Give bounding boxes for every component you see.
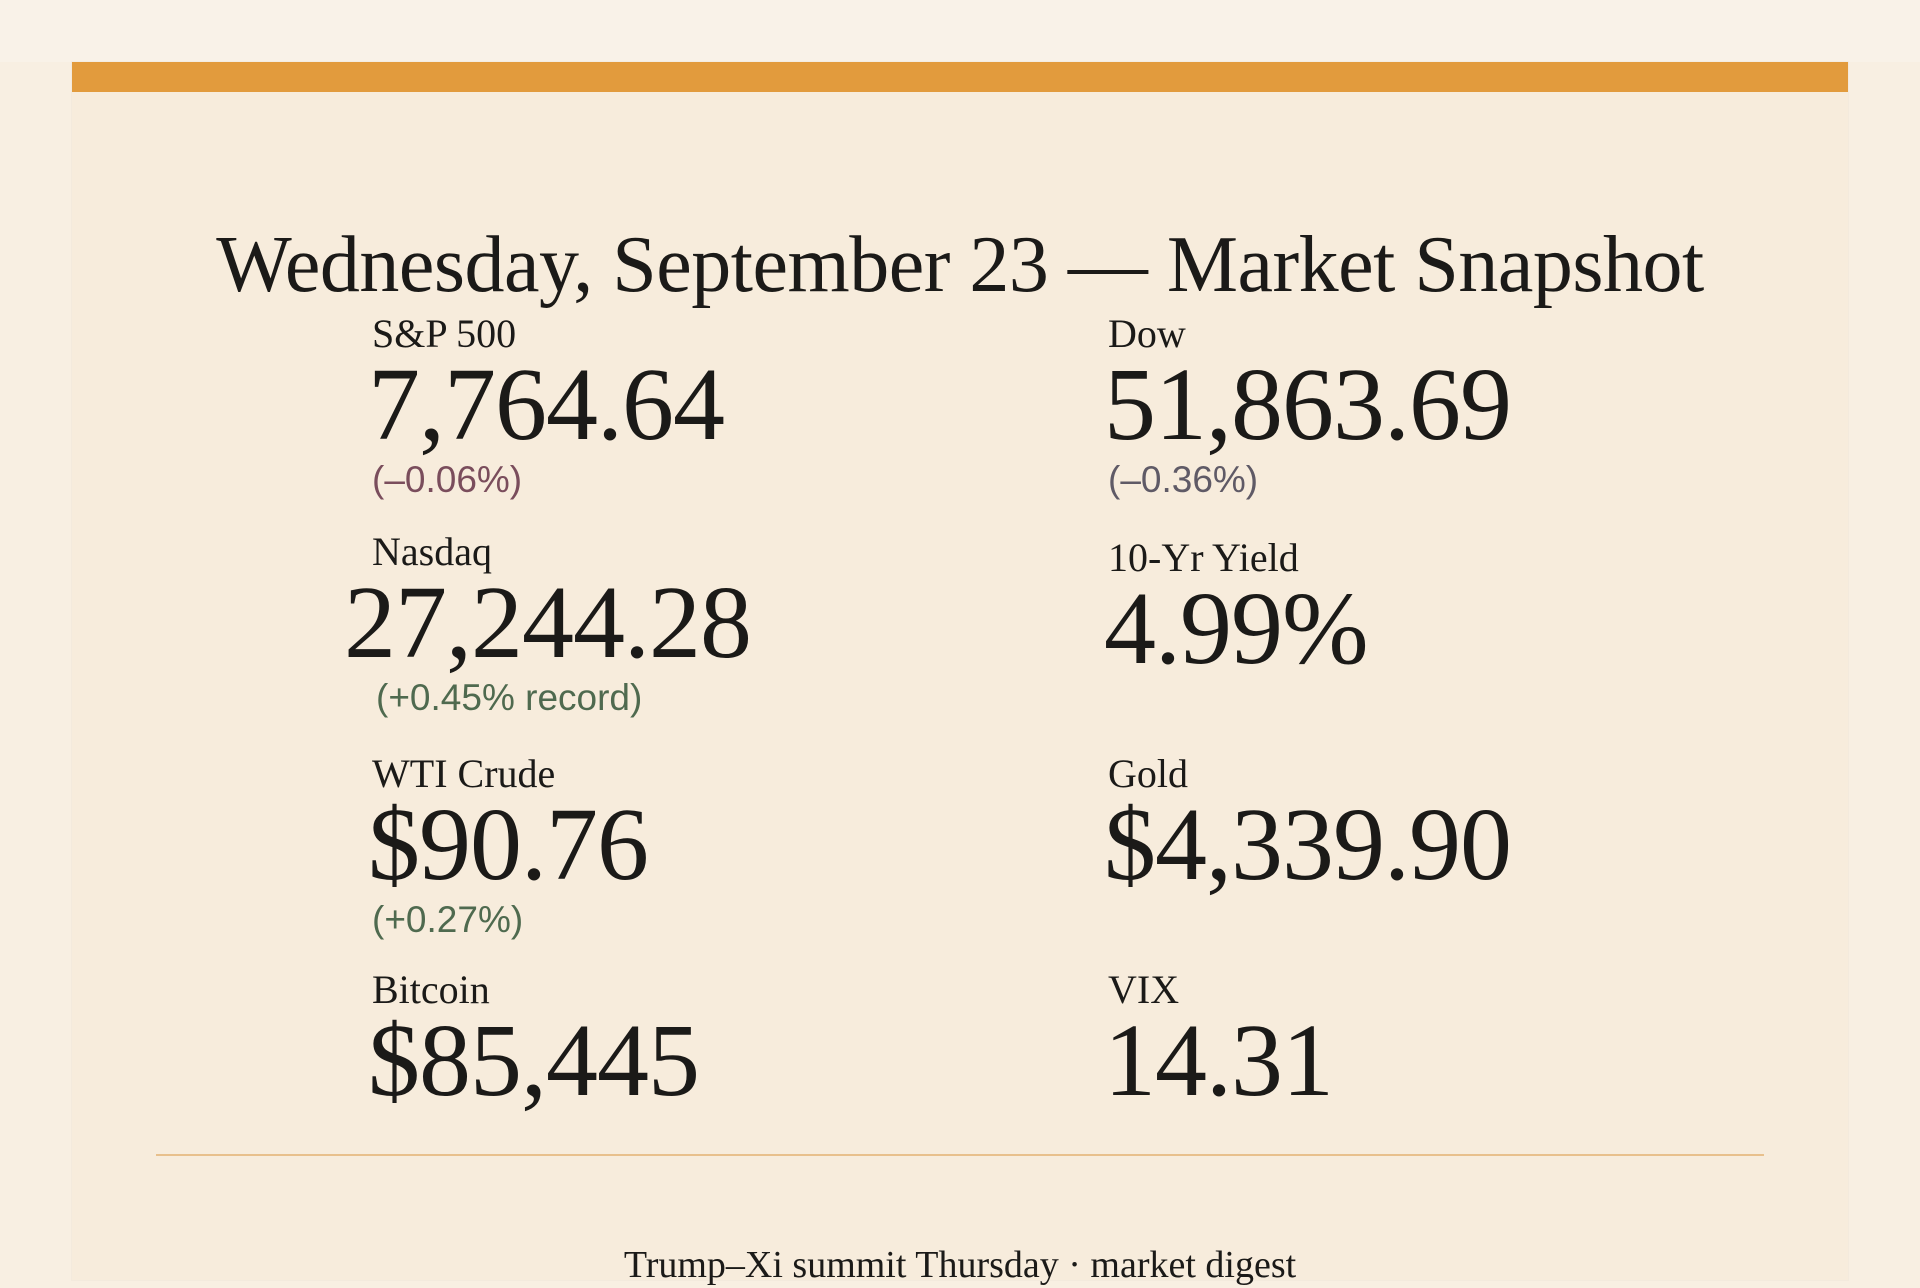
- footer-caption: Trump–Xi summit Thursday · market digest: [623, 1244, 1297, 1286]
- page-top-margin: [0, 0, 1920, 62]
- metric-label: Nasdaq: [372, 529, 492, 574]
- metric-change: (+0.27%): [372, 899, 524, 940]
- metric-value: $90.76: [368, 787, 649, 902]
- metric-change: (+0.45% record): [376, 677, 643, 718]
- metric-label: Dow: [1108, 311, 1186, 356]
- metric-value: 27,244.28: [344, 565, 752, 680]
- metric-value: 51,863.69: [1104, 347, 1512, 462]
- accent-bar: [72, 62, 1848, 92]
- metric-label: S&P 500: [372, 311, 517, 356]
- metric-label: Gold: [1108, 751, 1188, 796]
- metric-value: $4,339.90: [1104, 787, 1512, 902]
- metric-change: (–0.06%): [372, 459, 523, 500]
- metric-label: Bitcoin: [372, 967, 490, 1012]
- market-snapshot-card: Wednesday, September 23 — Market Snapsho…: [72, 62, 1848, 1286]
- metric-value: 14.31: [1104, 1003, 1334, 1118]
- page-title: Wednesday, September 23 — Market Snapsho…: [216, 221, 1704, 309]
- footer-divider: [156, 1154, 1764, 1156]
- metric-change: (–0.36%): [1108, 459, 1259, 500]
- metric-value: $85,445: [368, 1003, 700, 1118]
- metric-label: 10-Yr Yield: [1108, 535, 1299, 580]
- metric-label: VIX: [1108, 967, 1180, 1012]
- metric-value: 7,764.64: [368, 347, 725, 462]
- metric-label: WTI Crude: [372, 751, 556, 796]
- metric-value: 4.99%: [1104, 571, 1369, 686]
